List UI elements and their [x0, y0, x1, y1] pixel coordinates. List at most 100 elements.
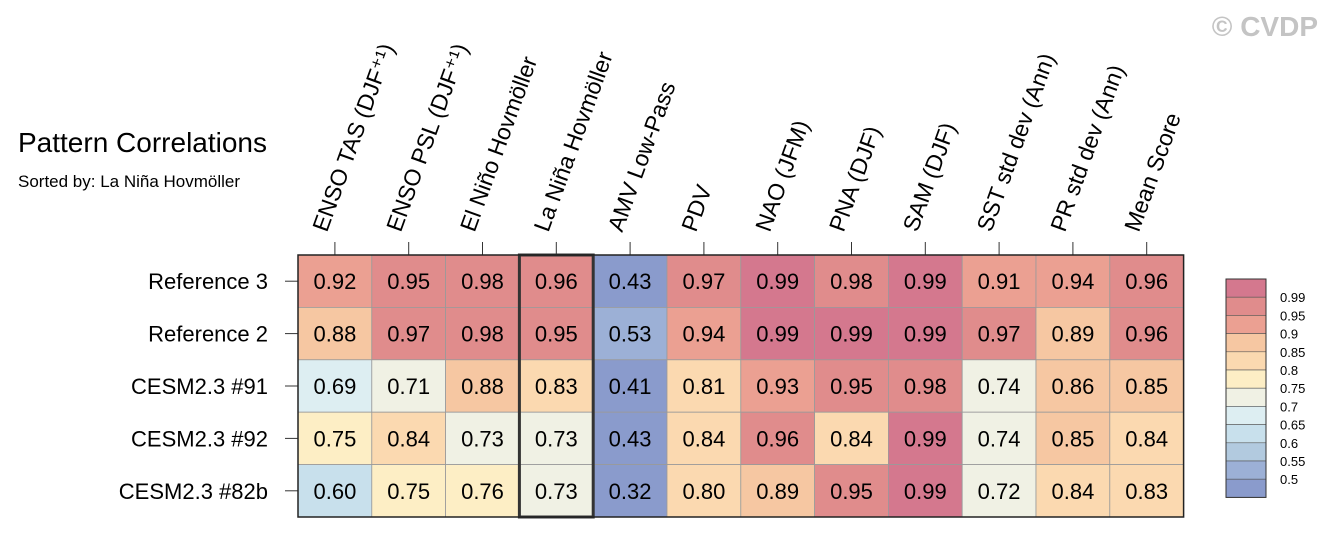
colorbar-label: 0.9: [1280, 327, 1298, 342]
colorbar: 0.99 0.95 0.9 0.85 0.8 0.75 0.7 0.65 0.6 0.55 0.5: [1225, 278, 1305, 498]
column-label: ENSO PSL (DJF⁺¹): [381, 40, 473, 235]
column-label: El Niño Hovmöller: [455, 53, 542, 235]
cell-value-label: 0.99: [756, 269, 799, 294]
column-label: NAO (JFM): [750, 117, 814, 235]
colorbar-swatch: [1225, 296, 1267, 316]
colorbar-swatch: [1225, 442, 1267, 462]
cell-value-label: 0.99: [756, 322, 799, 347]
cell-value-label: 0.41: [609, 374, 652, 399]
cell-value-label: 0.53: [609, 322, 652, 347]
colorbar-label: 0.5: [1280, 472, 1298, 487]
cell-value-label: 0.95: [387, 269, 430, 294]
heatmap-cell: [961, 411, 1037, 466]
colorbar-label: 0.95: [1280, 308, 1305, 323]
colorbar-label: 0.55: [1280, 454, 1305, 469]
chart-title: Pattern Correlations: [18, 127, 267, 158]
cell-value-label: 0.43: [609, 426, 652, 451]
heatmap-cell: [666, 411, 742, 466]
colorbar-label: 0.65: [1280, 418, 1305, 433]
heatmap-cell: [371, 464, 446, 518]
heatmap-cell: [740, 411, 815, 466]
row-label: Reference 2: [148, 322, 268, 347]
cell-value-label: 0.93: [756, 374, 799, 399]
row-labels: Reference 3 Reference 2 CESM2.3 #91 CESM2.3…: [119, 269, 298, 504]
heatmap-cell: [519, 306, 594, 361]
heatmap-cell: [740, 359, 815, 413]
cell-value-label: 0.99: [904, 479, 947, 504]
colorbar-swatch: [1225, 406, 1267, 425]
heatmap-cell: [888, 306, 963, 361]
heatmap-cell: [888, 359, 963, 413]
row-label: Reference 3: [148, 269, 268, 294]
cell-value-label: 0.83: [1125, 479, 1168, 504]
cell-value-label: 0.92: [313, 269, 356, 294]
cell-value-label: 0.72: [978, 479, 1021, 504]
column-label: SST std dev (Ann): [971, 50, 1060, 235]
cell-value-label: 0.86: [1051, 374, 1094, 399]
heatmap-cell: [666, 464, 742, 518]
heatmap-cell: [814, 411, 889, 466]
cell-value-label: 0.94: [1051, 269, 1094, 294]
cell-value-label: 0.97: [682, 269, 725, 294]
heatmap-cell: [814, 464, 889, 518]
cell-value-label: 0.71: [387, 374, 430, 399]
cell-value-label: 0.96: [535, 269, 578, 294]
cell-value-label: 0.84: [387, 426, 430, 451]
heatmap-cell: [592, 411, 668, 466]
heatmap-cell: [445, 464, 520, 518]
colorbar-swatch: [1225, 351, 1267, 371]
heatmap-cell: [740, 464, 815, 518]
cell-value-label: 0.89: [756, 479, 799, 504]
heatmap-cells: 0.92 0.95 0.98 0.96 0.43 0.97 0.99 0.98 0.99 0.91…: [297, 254, 1185, 518]
cell-value-label: 0.95: [830, 374, 873, 399]
cell-value-label: 0.60: [313, 479, 356, 504]
cell-value-label: 0.88: [313, 322, 356, 347]
cell-value-label: 0.43: [609, 269, 652, 294]
cell-value-label: 0.84: [682, 426, 725, 451]
heatmap-cell: [961, 464, 1037, 518]
heatmap-cell: [371, 359, 446, 413]
cell-value-label: 0.96: [1125, 269, 1168, 294]
cell-value-label: 0.81: [682, 374, 725, 399]
heatmap-cell: [961, 306, 1037, 361]
cell-value-label: 0.95: [535, 322, 578, 347]
heatmap-cell: [814, 306, 889, 361]
heatmap-cell: [666, 254, 742, 308]
cell-value-label: 0.96: [756, 426, 799, 451]
cell-value-label: 0.95: [830, 479, 873, 504]
heatmap-cell: [1109, 464, 1185, 518]
heatmap-cell: [592, 306, 668, 361]
heatmap-cell: [814, 359, 889, 413]
column-label: AMV Low-Pass: [602, 78, 680, 235]
row-label: CESM2.3 #82b: [119, 479, 268, 504]
colorbar-swatch: [1225, 387, 1267, 407]
cell-value-label: 0.73: [535, 479, 578, 504]
colorbar-label: 0.8: [1280, 363, 1298, 378]
column-label: La Niña Hovmöller: [529, 48, 618, 235]
column-label: PR std dev (Ann): [1045, 61, 1129, 234]
colorbar-swatch: [1225, 424, 1267, 444]
colorbar-frame: [1225, 278, 1267, 498]
column-label: SAM (DJF): [898, 119, 961, 235]
heatmap-cell: [445, 306, 520, 361]
heatmap-cell: [371, 411, 446, 466]
heatmap-cell: [519, 411, 594, 466]
colorbar-label: 0.75: [1280, 381, 1305, 396]
heatmap-cell: [814, 254, 889, 308]
watermark: © CVDP: [1212, 11, 1318, 42]
heatmap-cell: [1035, 306, 1111, 361]
cell-value-label: 0.80: [682, 479, 725, 504]
cell-value-label: 0.75: [313, 426, 356, 451]
column-label: ENSO TAS (DJF⁺¹): [307, 40, 399, 235]
cell-value-label: 0.74: [978, 374, 1021, 399]
cell-value-label: 0.99: [830, 322, 873, 347]
heatmap-cell: [519, 359, 594, 413]
row-label: CESM2.3 #92: [131, 426, 268, 451]
colorbar-label: 0.99: [1280, 290, 1305, 305]
column-label: PDV: [676, 181, 717, 235]
cell-value-label: 0.84: [830, 426, 873, 451]
cell-value-label: 0.99: [904, 426, 947, 451]
cell-value-label: 0.73: [535, 426, 578, 451]
heatmap-cell: [1109, 411, 1185, 466]
